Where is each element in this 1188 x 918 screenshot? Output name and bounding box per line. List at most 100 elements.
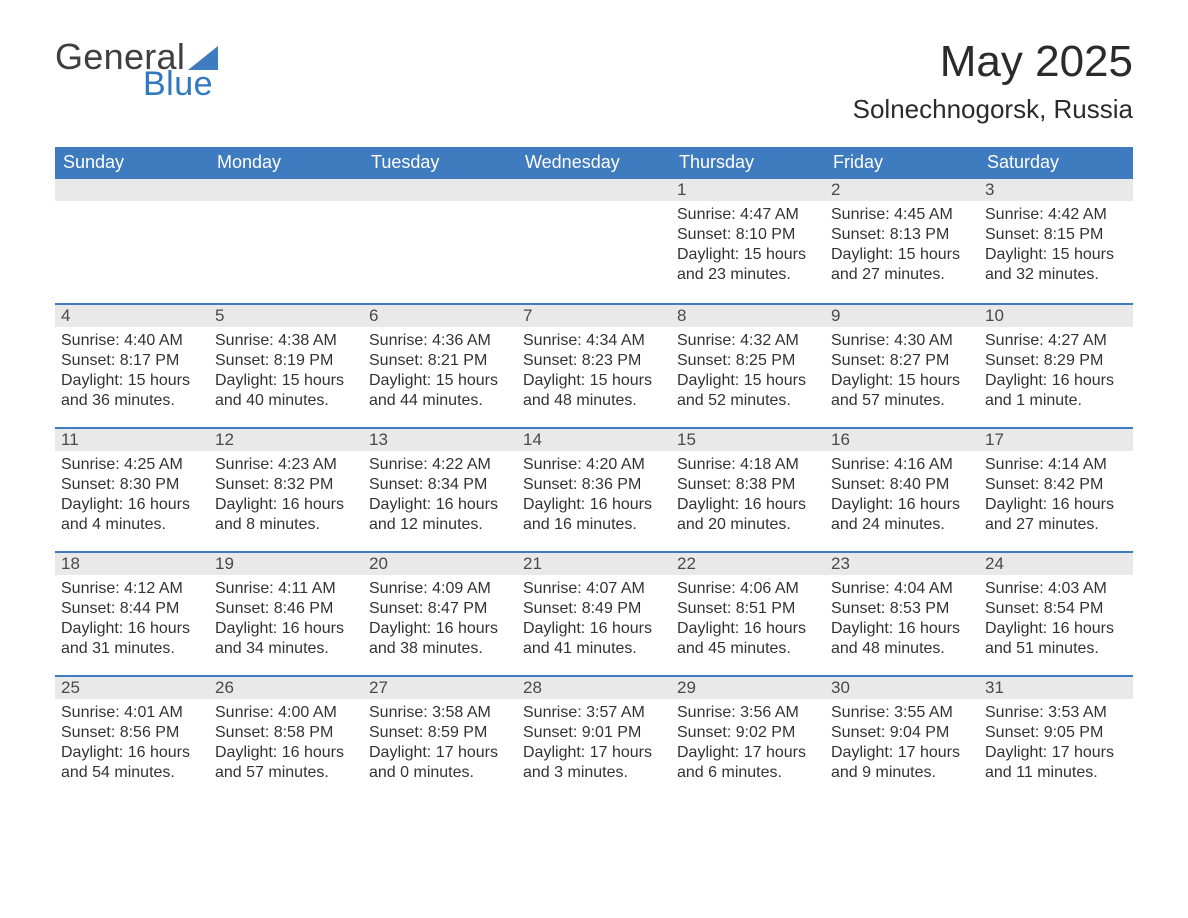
sunset-line: Sunset: 8:47 PM xyxy=(369,599,511,619)
sunrise-line: Sunrise: 4:01 AM xyxy=(61,703,203,723)
day-cell: 28Sunrise: 3:57 AMSunset: 9:01 PMDayligh… xyxy=(517,677,671,785)
daylight-line: Daylight: 16 hours and 4 minutes. xyxy=(61,495,203,535)
day-cell: 13Sunrise: 4:22 AMSunset: 8:34 PMDayligh… xyxy=(363,429,517,537)
sunset-line: Sunset: 8:49 PM xyxy=(523,599,665,619)
sunset-line: Sunset: 8:40 PM xyxy=(831,475,973,495)
page-subtitle: Solnechnogorsk, Russia xyxy=(853,94,1133,125)
week-row: 11Sunrise: 4:25 AMSunset: 8:30 PMDayligh… xyxy=(55,427,1133,551)
weekday-header: Sunday xyxy=(55,147,209,179)
sunrise-line: Sunrise: 3:57 AM xyxy=(523,703,665,723)
day-cell: 3Sunrise: 4:42 AMSunset: 8:15 PMDaylight… xyxy=(979,179,1133,289)
sunrise-line: Sunrise: 4:30 AM xyxy=(831,331,973,351)
day-details: Sunrise: 4:12 AMSunset: 8:44 PMDaylight:… xyxy=(55,575,209,659)
sunset-line: Sunset: 9:05 PM xyxy=(985,723,1127,743)
sunset-line: Sunset: 8:42 PM xyxy=(985,475,1127,495)
day-number: 20 xyxy=(363,553,517,575)
day-details: Sunrise: 4:34 AMSunset: 8:23 PMDaylight:… xyxy=(517,327,671,411)
day-number: 23 xyxy=(825,553,979,575)
daylight-line: Daylight: 15 hours and 48 minutes. xyxy=(523,371,665,411)
sunrise-line: Sunrise: 4:16 AM xyxy=(831,455,973,475)
day-number: 9 xyxy=(825,305,979,327)
day-details: Sunrise: 4:07 AMSunset: 8:49 PMDaylight:… xyxy=(517,575,671,659)
day-details: Sunrise: 4:09 AMSunset: 8:47 PMDaylight:… xyxy=(363,575,517,659)
sunrise-line: Sunrise: 4:03 AM xyxy=(985,579,1127,599)
day-number: 6 xyxy=(363,305,517,327)
day-number: 27 xyxy=(363,677,517,699)
day-number: 5 xyxy=(209,305,363,327)
sunrise-line: Sunrise: 3:55 AM xyxy=(831,703,973,723)
sunset-line: Sunset: 8:44 PM xyxy=(61,599,203,619)
daylight-line: Daylight: 16 hours and 45 minutes. xyxy=(677,619,819,659)
sunset-line: Sunset: 8:25 PM xyxy=(677,351,819,371)
sunrise-line: Sunrise: 4:14 AM xyxy=(985,455,1127,475)
sunset-line: Sunset: 8:19 PM xyxy=(215,351,357,371)
day-details: Sunrise: 3:56 AMSunset: 9:02 PMDaylight:… xyxy=(671,699,825,783)
sunset-line: Sunset: 8:10 PM xyxy=(677,225,819,245)
day-details: Sunrise: 4:18 AMSunset: 8:38 PMDaylight:… xyxy=(671,451,825,535)
weekday-header: Friday xyxy=(825,147,979,179)
day-number: 21 xyxy=(517,553,671,575)
sunset-line: Sunset: 8:53 PM xyxy=(831,599,973,619)
day-cell: 5Sunrise: 4:38 AMSunset: 8:19 PMDaylight… xyxy=(209,305,363,413)
day-number xyxy=(209,179,363,201)
day-cell: 9Sunrise: 4:30 AMSunset: 8:27 PMDaylight… xyxy=(825,305,979,413)
day-number xyxy=(55,179,209,201)
day-number: 2 xyxy=(825,179,979,201)
daylight-line: Daylight: 16 hours and 27 minutes. xyxy=(985,495,1127,535)
day-details: Sunrise: 4:38 AMSunset: 8:19 PMDaylight:… xyxy=(209,327,363,411)
daylight-line: Daylight: 16 hours and 24 minutes. xyxy=(831,495,973,535)
day-cell: 12Sunrise: 4:23 AMSunset: 8:32 PMDayligh… xyxy=(209,429,363,537)
day-details: Sunrise: 4:11 AMSunset: 8:46 PMDaylight:… xyxy=(209,575,363,659)
sunset-line: Sunset: 8:23 PM xyxy=(523,351,665,371)
day-details: Sunrise: 4:23 AMSunset: 8:32 PMDaylight:… xyxy=(209,451,363,535)
weekday-header: Thursday xyxy=(671,147,825,179)
week-row: 4Sunrise: 4:40 AMSunset: 8:17 PMDaylight… xyxy=(55,303,1133,427)
day-details: Sunrise: 4:47 AMSunset: 8:10 PMDaylight:… xyxy=(671,201,825,285)
day-details: Sunrise: 3:55 AMSunset: 9:04 PMDaylight:… xyxy=(825,699,979,783)
day-cell: 10Sunrise: 4:27 AMSunset: 8:29 PMDayligh… xyxy=(979,305,1133,413)
sunrise-line: Sunrise: 4:27 AM xyxy=(985,331,1127,351)
day-number: 26 xyxy=(209,677,363,699)
sunset-line: Sunset: 8:59 PM xyxy=(369,723,511,743)
sunset-line: Sunset: 8:21 PM xyxy=(369,351,511,371)
daylight-line: Daylight: 16 hours and 20 minutes. xyxy=(677,495,819,535)
sunset-line: Sunset: 8:54 PM xyxy=(985,599,1127,619)
daylight-line: Daylight: 15 hours and 44 minutes. xyxy=(369,371,511,411)
day-number: 17 xyxy=(979,429,1133,451)
day-details: Sunrise: 4:22 AMSunset: 8:34 PMDaylight:… xyxy=(363,451,517,535)
day-cell xyxy=(363,179,517,289)
daylight-line: Daylight: 16 hours and 1 minute. xyxy=(985,371,1127,411)
sunset-line: Sunset: 8:46 PM xyxy=(215,599,357,619)
weeks-container: 1Sunrise: 4:47 AMSunset: 8:10 PMDaylight… xyxy=(55,179,1133,799)
calendar-document: General Blue May 2025 Solnechnogorsk, Ru… xyxy=(0,0,1188,918)
day-cell: 14Sunrise: 4:20 AMSunset: 8:36 PMDayligh… xyxy=(517,429,671,537)
sunset-line: Sunset: 8:30 PM xyxy=(61,475,203,495)
day-details: Sunrise: 4:06 AMSunset: 8:51 PMDaylight:… xyxy=(671,575,825,659)
day-cell xyxy=(55,179,209,289)
day-number: 8 xyxy=(671,305,825,327)
daylight-line: Daylight: 16 hours and 31 minutes. xyxy=(61,619,203,659)
day-number: 7 xyxy=(517,305,671,327)
sunrise-line: Sunrise: 4:11 AM xyxy=(215,579,357,599)
day-cell: 11Sunrise: 4:25 AMSunset: 8:30 PMDayligh… xyxy=(55,429,209,537)
day-cell: 23Sunrise: 4:04 AMSunset: 8:53 PMDayligh… xyxy=(825,553,979,661)
sunrise-line: Sunrise: 4:23 AM xyxy=(215,455,357,475)
day-details: Sunrise: 4:40 AMSunset: 8:17 PMDaylight:… xyxy=(55,327,209,411)
day-cell xyxy=(517,179,671,289)
day-number: 30 xyxy=(825,677,979,699)
sunrise-line: Sunrise: 4:00 AM xyxy=(215,703,357,723)
day-details: Sunrise: 4:36 AMSunset: 8:21 PMDaylight:… xyxy=(363,327,517,411)
daylight-line: Daylight: 16 hours and 12 minutes. xyxy=(369,495,511,535)
day-cell: 26Sunrise: 4:00 AMSunset: 8:58 PMDayligh… xyxy=(209,677,363,785)
logo-text-blue: Blue xyxy=(143,68,218,100)
day-cell: 30Sunrise: 3:55 AMSunset: 9:04 PMDayligh… xyxy=(825,677,979,785)
sunrise-line: Sunrise: 4:06 AM xyxy=(677,579,819,599)
daylight-line: Daylight: 16 hours and 41 minutes. xyxy=(523,619,665,659)
weekday-header: Wednesday xyxy=(517,147,671,179)
day-number: 15 xyxy=(671,429,825,451)
calendar-grid: Sunday Monday Tuesday Wednesday Thursday… xyxy=(55,147,1133,799)
daylight-line: Daylight: 15 hours and 32 minutes. xyxy=(985,245,1127,285)
day-number: 1 xyxy=(671,179,825,201)
day-cell: 1Sunrise: 4:47 AMSunset: 8:10 PMDaylight… xyxy=(671,179,825,289)
day-number: 4 xyxy=(55,305,209,327)
